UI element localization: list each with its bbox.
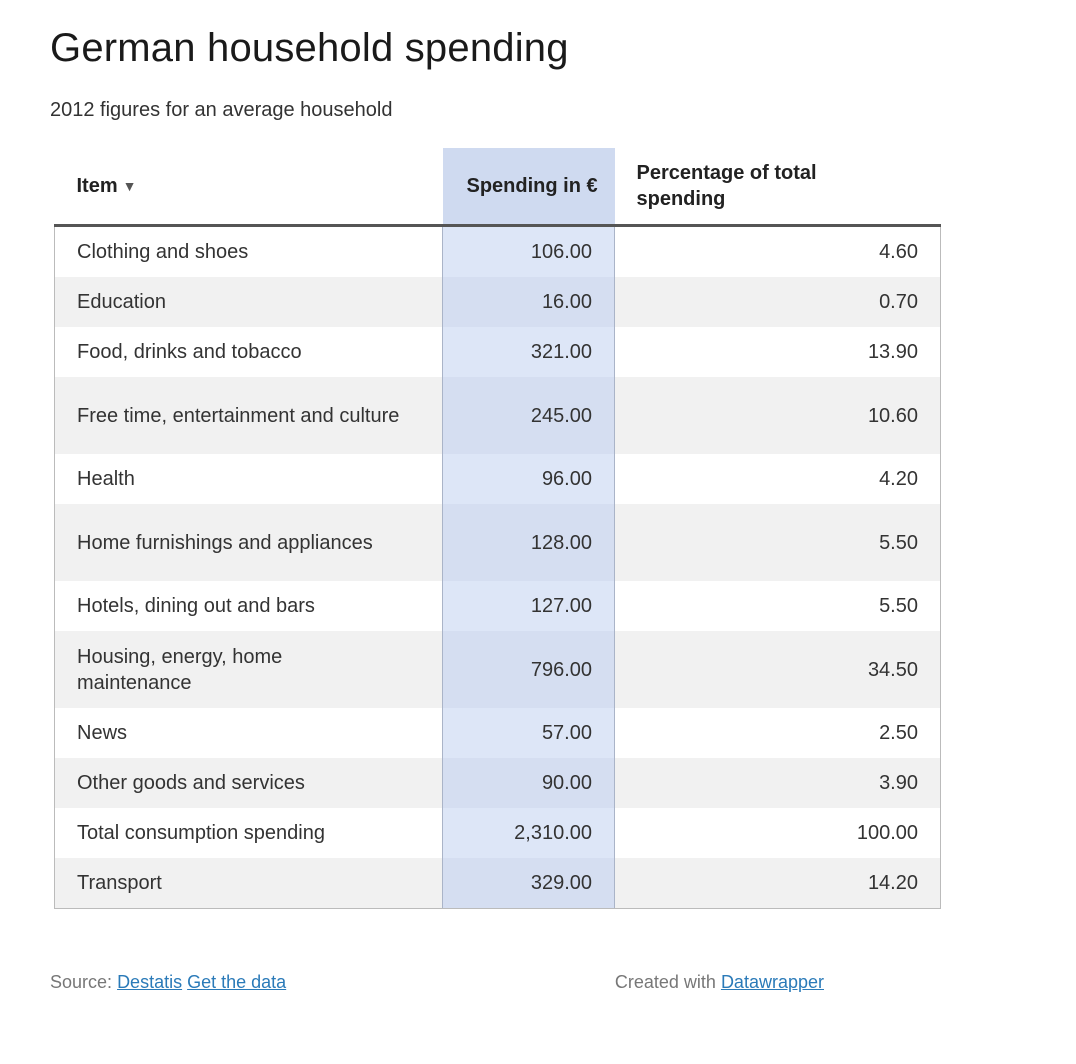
table-row: Education 16.00 0.70 bbox=[54, 277, 941, 327]
chart-page: German household spending 2012 figures f… bbox=[50, 26, 941, 993]
table-header: Item ▼ Spending in € Percentage of total … bbox=[54, 148, 941, 227]
table-row: Total consumption spending 2,310.00 100.00 bbox=[54, 808, 941, 858]
chart-title: German household spending bbox=[50, 26, 569, 70]
cell-percentage: 5.50 bbox=[614, 581, 941, 631]
table-row: News 57.00 2.50 bbox=[54, 708, 941, 758]
cell-spending: 127.00 bbox=[442, 581, 615, 631]
cell-percentage: 14.20 bbox=[614, 858, 941, 909]
table-body: Clothing and shoes 106.00 4.60 Education 16.… bbox=[54, 225, 941, 909]
cell-percentage: 4.60 bbox=[614, 225, 941, 277]
table-row: Other goods and services 90.00 3.90 bbox=[54, 758, 941, 808]
header-row: Item ▼ Spending in € Percentage of total … bbox=[54, 148, 941, 227]
source-label: Source: bbox=[50, 972, 113, 992]
table-row: Hotels, dining out and bars 127.00 5.50 bbox=[54, 581, 941, 631]
get-data-link[interactable]: Get the data bbox=[187, 972, 287, 992]
column-header-percentage[interactable]: Percentage of total spending bbox=[614, 148, 941, 227]
column-header-spending[interactable]: Spending in € bbox=[442, 148, 615, 227]
cell-percentage: 34.50 bbox=[614, 631, 941, 708]
created-with-label: Created with bbox=[614, 972, 716, 992]
cell-spending: 96.00 bbox=[442, 454, 615, 504]
cell-percentage: 3.90 bbox=[614, 758, 941, 808]
source-link[interactable]: Destatis bbox=[117, 972, 183, 992]
cell-percentage: 4.20 bbox=[614, 454, 941, 504]
cell-item: Health bbox=[54, 454, 443, 504]
chart-subtitle: 2012 figures for an average household bbox=[50, 99, 393, 121]
cell-item: Housing, energy, home maintenance bbox=[54, 631, 443, 708]
cell-percentage: 100.00 bbox=[614, 808, 941, 858]
cell-item: Food, drinks and tobacco bbox=[54, 327, 443, 377]
sort-descending-icon[interactable]: ▼ bbox=[122, 178, 137, 194]
cell-percentage: 13.90 bbox=[614, 327, 941, 377]
column-header-percentage-label: Percentage of total spending bbox=[636, 162, 817, 210]
cell-item: Other goods and services bbox=[54, 758, 443, 808]
cell-spending: 796.00 bbox=[442, 631, 615, 708]
cell-spending: 16.00 bbox=[442, 277, 615, 327]
data-table-container: Item ▼ Spending in € Percentage of total … bbox=[54, 148, 941, 909]
cell-item: Hotels, dining out and bars bbox=[54, 581, 443, 631]
footer-source: Source: Destatis Get the data bbox=[50, 972, 286, 993]
cell-spending: 90.00 bbox=[442, 758, 615, 808]
cell-spending: 57.00 bbox=[442, 708, 615, 758]
cell-percentage: 2.50 bbox=[614, 708, 941, 758]
cell-spending: 321.00 bbox=[442, 327, 615, 377]
cell-item: Transport bbox=[54, 858, 443, 909]
column-header-spending-label: Spending in € bbox=[466, 175, 598, 197]
cell-spending: 2,310.00 bbox=[442, 808, 615, 858]
table-row: Housing, energy, home maintenance 796.00 3… bbox=[54, 631, 941, 708]
cell-percentage: 5.50 bbox=[614, 504, 941, 581]
column-header-item[interactable]: Item ▼ bbox=[54, 148, 443, 227]
footer-credit: Created with Datawrapper bbox=[615, 972, 824, 993]
table-row: Home furnishings and appliances 128.00 5.5… bbox=[54, 504, 941, 581]
cell-item: Total consumption spending bbox=[54, 808, 443, 858]
cell-spending: 245.00 bbox=[442, 377, 615, 454]
table-row: Free time, entertainment and culture 245.… bbox=[54, 377, 941, 454]
table-row: Food, drinks and tobacco 321.00 13.90 bbox=[54, 327, 941, 377]
column-header-item-label: Item bbox=[76, 175, 118, 197]
cell-spending: 329.00 bbox=[442, 858, 615, 909]
data-table: Item ▼ Spending in € Percentage of total … bbox=[54, 148, 941, 909]
cell-item: Clothing and shoes bbox=[54, 225, 443, 277]
datawrapper-link[interactable]: Datawrapper bbox=[720, 972, 824, 992]
cell-spending: 106.00 bbox=[442, 225, 615, 277]
cell-spending: 128.00 bbox=[442, 504, 615, 581]
cell-item: Education bbox=[54, 277, 443, 327]
cell-percentage: 0.70 bbox=[614, 277, 941, 327]
cell-item: News bbox=[54, 708, 443, 758]
cell-item: Home furnishings and appliances bbox=[54, 504, 443, 581]
cell-percentage: 10.60 bbox=[614, 377, 941, 454]
table-row: Clothing and shoes 106.00 4.60 bbox=[54, 225, 941, 277]
table-row: Transport 329.00 14.20 bbox=[54, 858, 941, 909]
table-row: Health 96.00 4.20 bbox=[54, 454, 941, 504]
cell-item: Free time, entertainment and culture bbox=[54, 377, 443, 454]
